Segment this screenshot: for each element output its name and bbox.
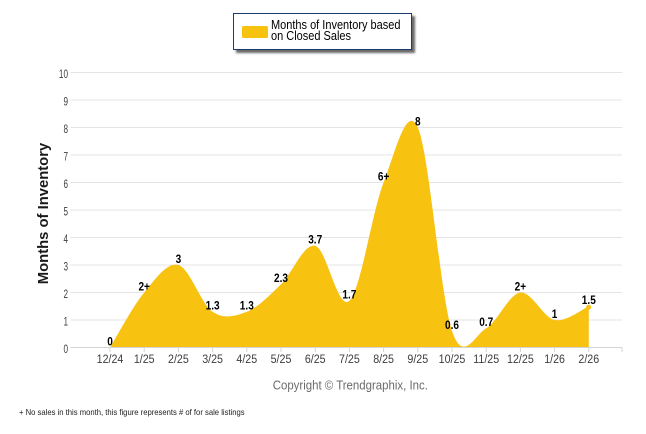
svg-text:0: 0 (63, 343, 68, 356)
svg-text:3: 3 (176, 253, 182, 266)
svg-text:1: 1 (552, 308, 558, 321)
svg-text:7/25: 7/25 (339, 353, 360, 366)
svg-text:1/26: 1/26 (544, 353, 565, 366)
svg-text:2.3: 2.3 (274, 272, 288, 285)
svg-text:12/24: 12/24 (97, 353, 124, 366)
svg-text:5/25: 5/25 (271, 353, 292, 366)
svg-text:1: 1 (63, 316, 68, 329)
svg-text:4/25: 4/25 (236, 353, 257, 366)
svg-text:10: 10 (59, 68, 68, 81)
svg-text:1.3: 1.3 (206, 300, 220, 313)
svg-text:2: 2 (63, 288, 68, 301)
svg-text:6: 6 (63, 178, 68, 191)
svg-text:12/25: 12/25 (507, 353, 534, 366)
svg-text:6/25: 6/25 (305, 353, 326, 366)
svg-text:11/25: 11/25 (473, 353, 499, 366)
svg-text:4: 4 (63, 233, 68, 246)
svg-text:6+: 6+ (378, 171, 390, 184)
svg-text:0.7: 0.7 (479, 316, 493, 329)
svg-text:0: 0 (107, 336, 113, 349)
svg-text:7: 7 (63, 151, 68, 164)
svg-text:1.3: 1.3 (240, 300, 254, 313)
svg-text:3: 3 (63, 261, 68, 274)
svg-text:10/25: 10/25 (439, 353, 466, 366)
svg-text:3/25: 3/25 (202, 353, 223, 366)
svg-text:1.7: 1.7 (342, 289, 356, 302)
svg-text:Copyright © Trendgraphix, Inc.: Copyright © Trendgraphix, Inc. (273, 378, 428, 393)
svg-text:5: 5 (63, 206, 68, 219)
svg-text:1.5: 1.5 (582, 294, 596, 307)
svg-text:8: 8 (63, 123, 68, 136)
svg-text:+ No sales in this month, this: + No sales in this month, this figure re… (19, 408, 245, 417)
svg-text:2+: 2+ (138, 281, 150, 294)
svg-text:9/25: 9/25 (407, 353, 428, 366)
svg-text:1/25: 1/25 (134, 353, 155, 366)
svg-text:9: 9 (63, 96, 68, 109)
svg-text:2+: 2+ (515, 281, 527, 294)
svg-text:8: 8 (415, 116, 421, 129)
svg-text:Months of Inventory: Months of Inventory (36, 142, 52, 284)
svg-text:0.6: 0.6 (445, 319, 459, 332)
svg-text:2/26: 2/26 (578, 353, 599, 366)
svg-text:8/25: 8/25 (373, 353, 394, 366)
svg-text:2/25: 2/25 (168, 353, 189, 366)
svg-text:3.7: 3.7 (308, 234, 322, 247)
